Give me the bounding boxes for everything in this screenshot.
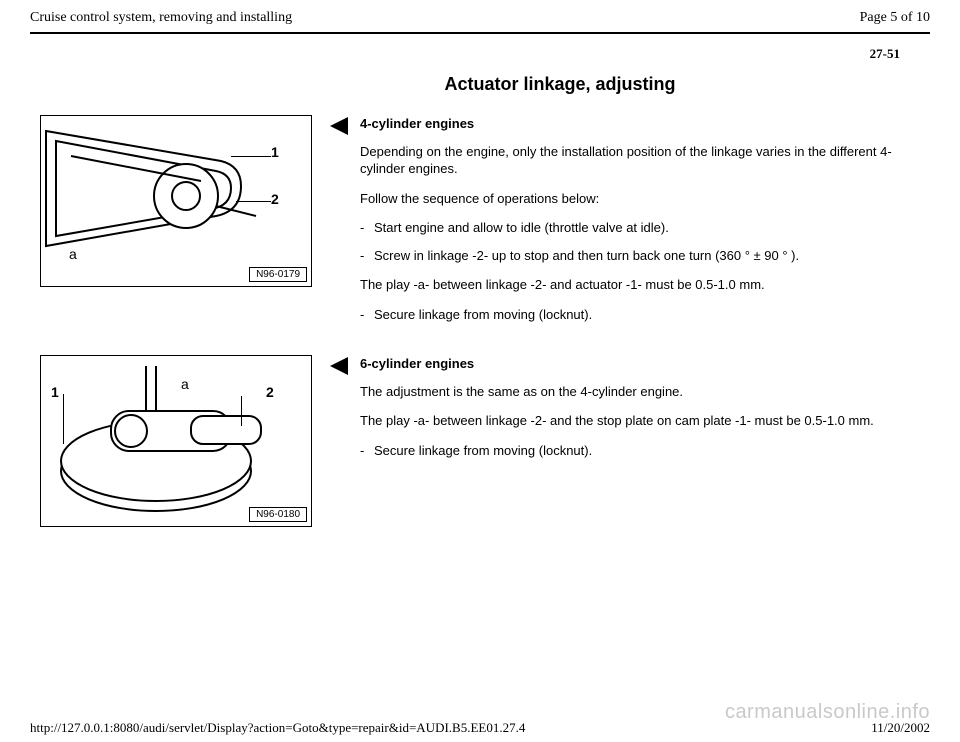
section-6cyl: 1 a 2 N96-0180 6-cylinder engines The ad… [20, 355, 940, 527]
sub-heading: 6-cylinder engines [360, 355, 920, 373]
callout-line [231, 156, 271, 157]
footer-date: 11/20/2002 [871, 720, 930, 736]
paragraph: The play -a- between linkage -2- and act… [360, 276, 920, 294]
callout-line [241, 396, 242, 426]
figure-2-svg [41, 356, 311, 526]
header-title: Cruise control system, removing and inst… [30, 10, 292, 26]
callout-a: a [69, 246, 77, 262]
arrow-icon [330, 115, 360, 135]
figure-1: 1 2 a N96-0179 [40, 115, 312, 287]
callout-2: 2 [271, 191, 279, 207]
section-4cyl-text: 4-cylinder engines Depending on the engi… [360, 115, 920, 335]
list-item: Secure linkage from moving (locknut). [360, 442, 920, 460]
sub-heading: 4-cylinder engines [360, 115, 920, 133]
step-list: Secure linkage from moving (locknut). [360, 306, 920, 324]
paragraph: The play -a- between linkage -2- and the… [360, 412, 920, 430]
step-list: Start engine and allow to idle (throttle… [360, 219, 920, 264]
callout-a: a [181, 376, 189, 392]
figure-1-id: N96-0179 [249, 267, 307, 282]
callout-2: 2 [266, 384, 274, 400]
page-header: Cruise control system, removing and inst… [20, 10, 940, 32]
callout-line [236, 201, 271, 202]
paragraph: The adjustment is the same as on the 4-c… [360, 383, 920, 401]
page-footer: http://127.0.0.1:8080/audi/servlet/Displ… [0, 720, 960, 736]
paragraph: Follow the sequence of operations below: [360, 190, 920, 208]
figure-2: 1 a 2 N96-0180 [40, 355, 312, 527]
section-6cyl-text: 6-cylinder engines The adjustment is the… [360, 355, 920, 471]
callout-1: 1 [271, 144, 279, 160]
list-item: Start engine and allow to idle (throttle… [360, 219, 920, 237]
figure-2-id: N96-0180 [249, 507, 307, 522]
step-list: Secure linkage from moving (locknut). [360, 442, 920, 460]
main-heading: Actuator linkage, adjusting [20, 74, 940, 95]
header-page-label: Page 5 of 10 [860, 10, 930, 26]
list-item: Secure linkage from moving (locknut). [360, 306, 920, 324]
list-item: Screw in linkage -2- up to stop and then… [360, 247, 920, 265]
callout-line [63, 394, 64, 444]
section-4cyl: 1 2 a N96-0179 4-cylinder engines Depend… [20, 115, 940, 335]
page-number: 27-51 [20, 46, 940, 62]
arrow-icon [330, 355, 360, 375]
footer-url: http://127.0.0.1:8080/audi/servlet/Displ… [30, 720, 525, 736]
paragraph: Depending on the engine, only the instal… [360, 143, 920, 178]
header-rule [30, 32, 930, 34]
page: Cruise control system, removing and inst… [0, 0, 960, 742]
callout-1: 1 [51, 384, 59, 400]
